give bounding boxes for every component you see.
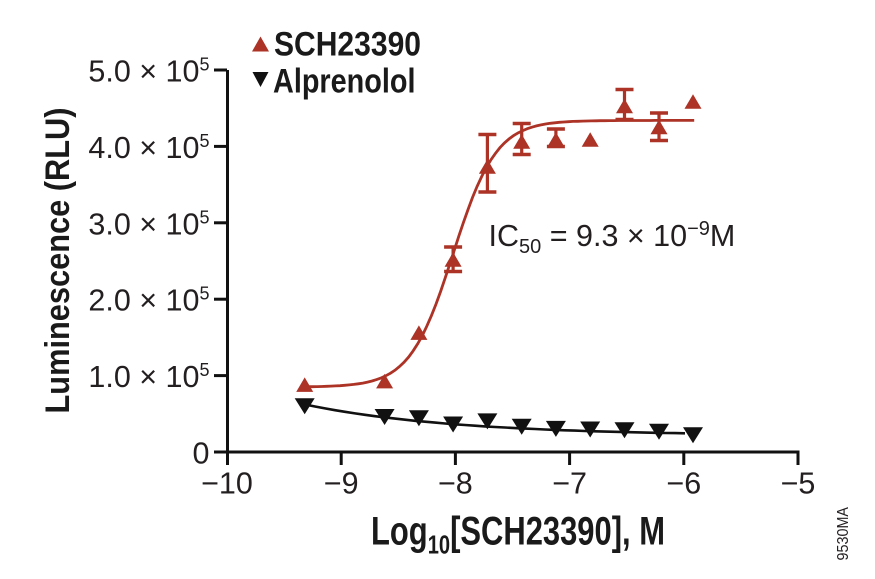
svg-text:9530MA: 9530MA [835, 507, 852, 561]
svg-text:5.0 × 105: 5.0 × 105 [88, 55, 209, 89]
svg-text:−10: −10 [201, 467, 253, 501]
svg-text:−8: −8 [438, 467, 473, 501]
svg-text:1.0 × 105: 1.0 × 105 [88, 360, 209, 394]
svg-text:−5: −5 [781, 467, 816, 501]
svg-text:3.0 × 105: 3.0 × 105 [88, 207, 209, 241]
svg-text:2.0 × 105: 2.0 × 105 [88, 284, 209, 318]
svg-text:SCH23390: SCH23390 [274, 25, 421, 63]
svg-text:−9: −9 [324, 467, 359, 501]
svg-text:Luminescence (RLU): Luminescence (RLU) [39, 108, 77, 414]
svg-text:Log10[SCH23390], M: Log10[SCH23390], M [371, 509, 665, 559]
svg-text:−6: −6 [666, 467, 701, 501]
svg-text:0: 0 [193, 437, 210, 471]
svg-text:−7: −7 [552, 467, 587, 501]
svg-text:4.0 × 105: 4.0 × 105 [88, 131, 209, 165]
svg-text:Alprenolol: Alprenolol [273, 62, 416, 100]
